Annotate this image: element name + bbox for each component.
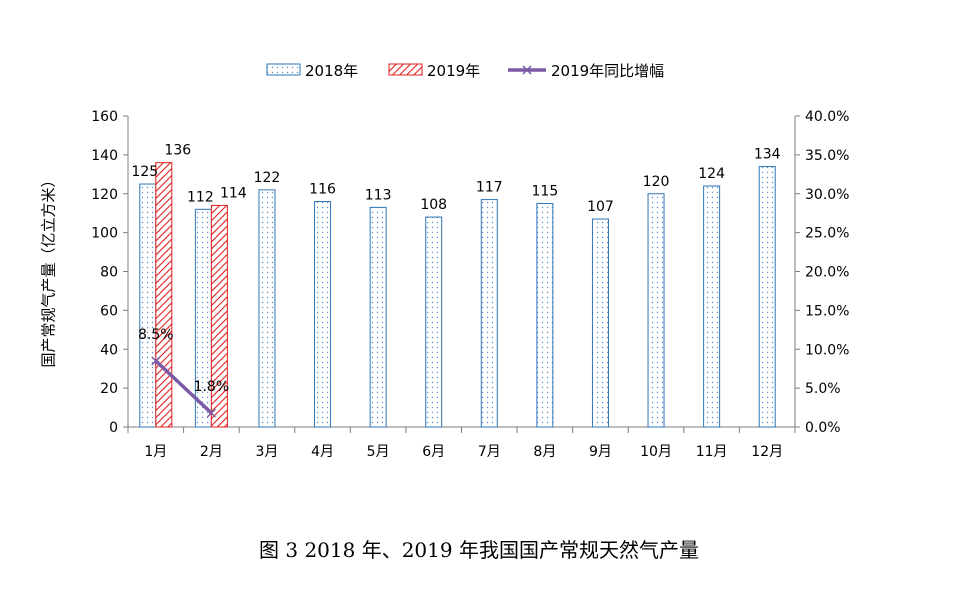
x-tick-label: 7月 — [478, 444, 501, 460]
data-label-2018: 112 — [187, 189, 214, 205]
x-tick-label: 3月 — [255, 444, 278, 460]
bar-2018 — [425, 216, 443, 428]
y2-tick-label: 10.0% — [805, 342, 849, 358]
bar-2018 — [758, 166, 776, 428]
data-label-2018: 116 — [309, 182, 336, 198]
bar-2018 — [139, 183, 157, 428]
data-label-2019: 114 — [220, 185, 247, 201]
y2-tick-label: 35.0% — [805, 148, 849, 164]
data-label-2018: 120 — [643, 174, 670, 190]
y2-tick-label: 5.0% — [805, 381, 841, 397]
data-label-2018: 115 — [532, 183, 559, 199]
y2-tick-label: 20.0% — [805, 265, 849, 281]
x-tick-label: 4月 — [311, 444, 334, 460]
legend-label-2018: 2018年 — [305, 62, 358, 80]
chart: 0 20 40 60 80 100 120 140 160 0.0% 5.0% 10.0% 15.0% 2… — [91, 62, 849, 460]
y-tick-label: 80 — [100, 265, 118, 281]
y-tick-label: 100 — [91, 226, 118, 242]
legend-swatch-2018 — [266, 63, 301, 76]
x-tick-label: 5月 — [367, 444, 390, 460]
y-tick-label: 0 — [109, 420, 118, 436]
line-marker — [206, 408, 216, 418]
data-label-2018: 113 — [365, 187, 392, 203]
x-tick-label: 8月 — [533, 444, 556, 460]
legend-label-2019: 2019年 — [427, 62, 480, 80]
bar-2018 — [591, 218, 609, 428]
legend-label-yoy: 2019年同比增幅 — [551, 62, 664, 80]
bar-2018 — [536, 202, 554, 428]
x-tick-label: 2月 — [200, 444, 223, 460]
legend-marker-yoy — [522, 65, 532, 75]
data-label-2018: 107 — [587, 199, 614, 215]
data-label-2018: 117 — [476, 180, 503, 196]
line-2019-yoy — [154, 359, 213, 415]
x-tick-label: 10月 — [640, 444, 672, 460]
data-label-2018: 124 — [698, 166, 725, 182]
bar-2018 — [703, 185, 721, 428]
y2-tick-label: 15.0% — [805, 303, 849, 319]
x-tick-label: 1月 — [144, 444, 167, 460]
x-tick-label: 11月 — [696, 444, 728, 460]
data-label-2019: 136 — [164, 143, 191, 159]
x-tick-label: 9月 — [589, 444, 612, 460]
legend-swatch-2019 — [388, 63, 423, 76]
data-label-2018: 125 — [131, 164, 158, 180]
y-tick-label: 60 — [100, 303, 118, 319]
bar-2018 — [314, 201, 332, 428]
x-tick-label: 12月 — [751, 444, 783, 460]
y-tick-label: 120 — [91, 187, 118, 203]
y2-tick-label: 0.0% — [805, 420, 841, 436]
data-label-2018: 108 — [420, 197, 447, 213]
bar-2019 — [155, 162, 173, 428]
y2-tick-label: 30.0% — [805, 187, 849, 203]
y2-tick-label: 25.0% — [805, 226, 849, 242]
data-label-yoy: 1.8% — [194, 379, 230, 395]
y-axis-title: 国产常规气产量（亿立方米） — [39, 172, 58, 368]
data-label-yoy: 8.5% — [138, 327, 174, 343]
y-tick-label: 160 — [91, 109, 118, 125]
data-label-2018: 122 — [254, 170, 281, 186]
data-label-2018: 134 — [754, 147, 781, 163]
bar-2018 — [369, 206, 387, 428]
bar-2019 — [210, 204, 228, 428]
y2-tick-label: 40.0% — [805, 109, 849, 125]
y-tick-label: 20 — [100, 381, 118, 397]
bar-2018 — [258, 189, 276, 428]
x-tick-label: 6月 — [422, 444, 445, 460]
y-tick-label: 40 — [100, 342, 118, 358]
bar-2018 — [480, 199, 498, 428]
figure-caption: 图 3 2018 年、2019 年我国国产常规天然气产量 — [259, 538, 699, 562]
y-tick-label: 140 — [91, 148, 118, 164]
bar-2018 — [647, 193, 665, 428]
line-marker — [151, 356, 161, 366]
